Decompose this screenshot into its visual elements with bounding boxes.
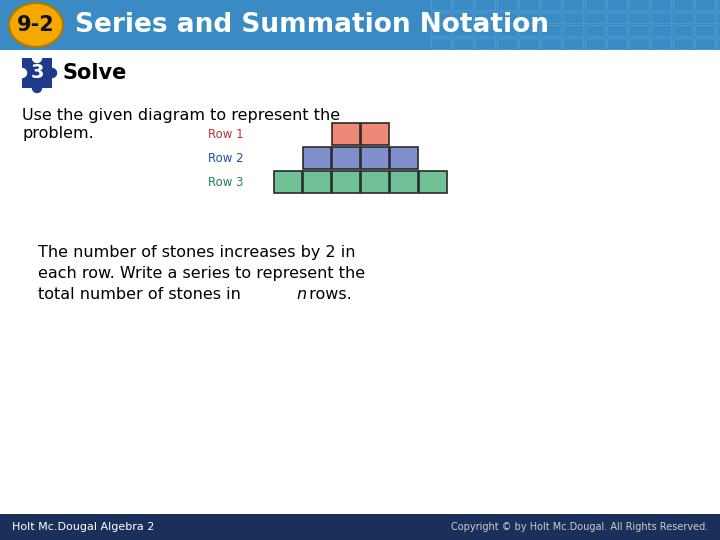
Bar <box>475 0 495 10</box>
Bar <box>695 12 715 23</box>
Bar <box>453 38 473 49</box>
Bar <box>361 147 389 169</box>
Bar <box>541 0 561 10</box>
Bar <box>331 171 359 193</box>
Bar <box>585 12 605 23</box>
Bar <box>519 0 539 10</box>
Bar <box>497 25 517 36</box>
Text: The number of stones increases by 2 in: The number of stones increases by 2 in <box>38 245 356 260</box>
Bar <box>453 12 473 23</box>
Bar <box>717 12 720 23</box>
Bar <box>475 38 495 49</box>
Bar <box>695 25 715 36</box>
Bar <box>563 25 583 36</box>
Bar <box>541 12 561 23</box>
Text: Row 2: Row 2 <box>208 152 244 165</box>
Text: 9-2: 9-2 <box>17 15 55 35</box>
Bar <box>519 12 539 23</box>
Bar <box>651 25 671 36</box>
Bar <box>418 171 446 193</box>
Bar <box>673 38 693 49</box>
Bar <box>431 12 451 23</box>
Bar <box>607 38 627 49</box>
Bar <box>431 0 451 10</box>
Bar <box>541 38 561 49</box>
Circle shape <box>17 69 27 78</box>
Bar <box>431 38 451 49</box>
Bar <box>475 12 495 23</box>
Bar <box>361 171 389 193</box>
Bar <box>563 0 583 10</box>
Text: Row 3: Row 3 <box>209 176 244 188</box>
Bar <box>651 38 671 49</box>
Bar <box>563 38 583 49</box>
Bar <box>302 147 330 169</box>
Bar <box>717 25 720 36</box>
Text: Copyright © by Holt Mc.Dougal. All Rights Reserved.: Copyright © by Holt Mc.Dougal. All Right… <box>451 522 708 532</box>
Circle shape <box>32 53 42 63</box>
Bar <box>717 0 720 10</box>
Text: each row. Write a series to represent the: each row. Write a series to represent th… <box>38 266 365 281</box>
Text: problem.: problem. <box>22 126 94 141</box>
Bar <box>390 171 418 193</box>
Bar <box>22 58 52 88</box>
Bar <box>497 12 517 23</box>
Bar <box>607 0 627 10</box>
Bar <box>673 12 693 23</box>
Text: Row 1: Row 1 <box>208 127 244 140</box>
Text: Holt Mc.Dougal Algebra 2: Holt Mc.Dougal Algebra 2 <box>12 522 154 532</box>
Bar <box>0 514 720 540</box>
Bar <box>651 12 671 23</box>
Circle shape <box>48 69 56 78</box>
Bar <box>497 0 517 10</box>
Bar <box>629 38 649 49</box>
Text: Solve: Solve <box>62 63 127 83</box>
Text: 3: 3 <box>30 64 44 83</box>
Bar <box>607 12 627 23</box>
Bar <box>274 171 302 193</box>
Bar <box>497 38 517 49</box>
Bar <box>585 0 605 10</box>
Bar <box>302 171 330 193</box>
Bar <box>431 25 451 36</box>
Bar <box>331 123 359 145</box>
Bar <box>361 123 389 145</box>
Text: Series and Summation Notation: Series and Summation Notation <box>75 12 549 38</box>
Text: n: n <box>296 287 306 302</box>
Bar <box>629 25 649 36</box>
Ellipse shape <box>9 3 63 47</box>
Bar <box>519 38 539 49</box>
Bar <box>563 12 583 23</box>
Bar <box>541 25 561 36</box>
Bar <box>651 0 671 10</box>
Circle shape <box>32 84 42 92</box>
Bar <box>0 0 720 50</box>
Bar <box>695 38 715 49</box>
Bar <box>695 0 715 10</box>
Bar <box>453 0 473 10</box>
Bar <box>673 25 693 36</box>
Bar <box>629 12 649 23</box>
Bar <box>331 147 359 169</box>
Text: total number of stones in: total number of stones in <box>38 287 246 302</box>
Bar <box>390 147 418 169</box>
Bar <box>519 25 539 36</box>
Bar <box>629 0 649 10</box>
Text: Use the given diagram to represent the: Use the given diagram to represent the <box>22 108 340 123</box>
Bar <box>453 25 473 36</box>
Text: rows.: rows. <box>304 287 352 302</box>
Bar <box>585 38 605 49</box>
Bar <box>717 38 720 49</box>
Bar <box>607 25 627 36</box>
Bar <box>475 25 495 36</box>
Bar <box>585 25 605 36</box>
Bar <box>673 0 693 10</box>
